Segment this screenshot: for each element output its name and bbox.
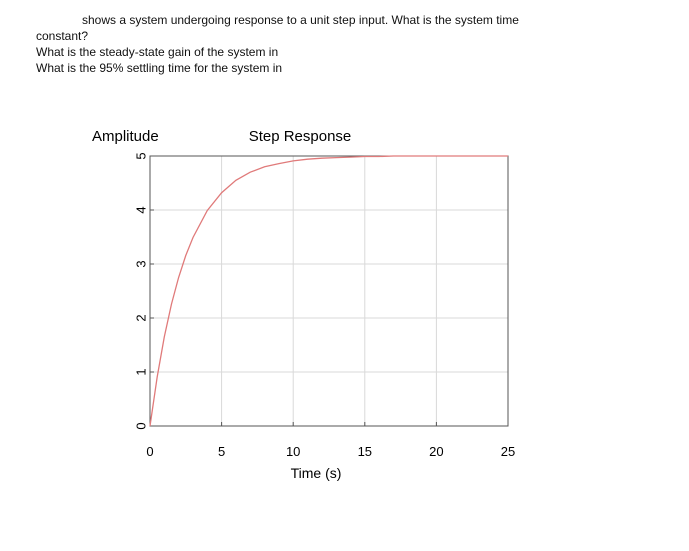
question-text: shows a system undergoing response to a … xyxy=(36,12,666,76)
y-tick-label: 1 xyxy=(133,368,148,375)
question-line-3: What is the steady-state gain of the sys… xyxy=(36,45,279,59)
tick-labels: 0 5 10 15 20 25 0 1 2 3 4 5 xyxy=(133,152,515,459)
x-tick-label: 25 xyxy=(501,444,515,459)
x-axis-label: Time (s) xyxy=(291,465,342,481)
x-tick-label: 20 xyxy=(429,444,443,459)
x-tick-label: 10 xyxy=(286,444,300,459)
y-tick-label: 2 xyxy=(133,314,148,321)
x-tick-label: 5 xyxy=(218,444,225,459)
question-line-4: What is the 95% settling time for the sy… xyxy=(36,61,283,75)
y-axis-label: Amplitude xyxy=(92,128,159,145)
x-tick-label: 0 xyxy=(146,444,153,459)
y-tick-label: 4 xyxy=(133,206,148,213)
step-response-curve xyxy=(149,155,508,427)
question-line-1: shows a system undergoing response to a … xyxy=(82,13,519,27)
plot-area xyxy=(150,156,508,426)
y-tick-label: 3 xyxy=(133,260,148,267)
axes-frame xyxy=(149,155,509,427)
y-tick-label: 0 xyxy=(133,422,148,429)
chart-title: Step Response xyxy=(249,128,352,145)
question-line-2: constant? xyxy=(36,29,89,43)
axes-layer xyxy=(149,155,509,427)
x-tick-label: 15 xyxy=(358,444,372,459)
grid-layer xyxy=(149,155,509,427)
y-tick-label: 5 xyxy=(133,152,148,159)
